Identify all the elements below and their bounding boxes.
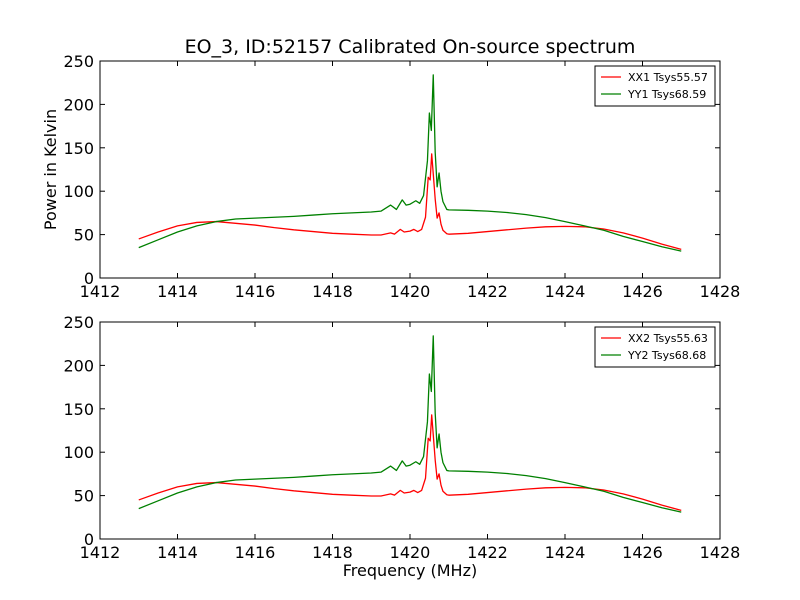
bottom-x-tick-label: 1428 <box>700 543 741 562</box>
top-legend: XX1 Tsys55.57 YY1 Tsys68.59 <box>594 65 716 107</box>
top-x-tick-label: 1426 <box>622 282 663 301</box>
bottom-y-tick-label: 250 <box>63 313 94 332</box>
bottom-y-tick-label: 100 <box>63 443 94 462</box>
panels: 1412 1414 1416 1418 1420 1422 1424 1426 1428 0 50 1… <box>41 52 740 580</box>
figure-title: EO_3, ID:52157 Calibrated On-source spec… <box>185 36 636 58</box>
bottom-x-tick-label: 1420 <box>390 543 431 562</box>
bottom-x-tick-label: 1412 <box>80 543 121 562</box>
top-y-tick-label: 150 <box>63 139 94 158</box>
top-x-tick-label: 1412 <box>80 282 121 301</box>
top-y-tick-label: 50 <box>74 226 94 245</box>
bottom-legend-box <box>594 326 716 368</box>
top-legend-label-1: XX1 Tsys55.57 <box>628 71 708 84</box>
bottom-x-tick-label: 1426 <box>622 543 663 562</box>
bottom-legend: XX2 Tsys55.63 YY2 Tsys68.68 <box>594 326 716 368</box>
top-x-tick-label: 1428 <box>700 282 741 301</box>
top-x-tick-label: 1418 <box>312 282 353 301</box>
bottom-series-line-1 <box>138 414 682 511</box>
top-y-tick-label: 100 <box>63 182 94 201</box>
top-x-tick-label: 1424 <box>545 282 586 301</box>
bottom-y-tick-label: 200 <box>63 356 94 375</box>
bottom-x-tick-label: 1416 <box>235 543 276 562</box>
bottom-y-tick-label: 150 <box>63 400 94 419</box>
bottom-y-tick-label: 0 <box>84 530 94 549</box>
top-y-tick-label: 250 <box>63 52 94 71</box>
top-x-tick-label: 1414 <box>157 282 198 301</box>
top-series-line-1 <box>138 153 682 250</box>
top-y-axis-title: Power in Kelvin <box>41 109 60 230</box>
bottom-x-tick-label: 1414 <box>157 543 198 562</box>
bottom-legend-label-1: XX2 Tsys55.63 <box>628 332 708 345</box>
top-panel: 1412 1414 1416 1418 1420 1422 1424 1426 1428 0 50 1… <box>41 52 740 301</box>
bottom-x-tick-label: 1422 <box>467 543 508 562</box>
bottom-x-tick-label: 1418 <box>312 543 353 562</box>
bottom-x-tick-label: 1424 <box>545 543 586 562</box>
top-legend-label-2: YY1 Tsys68.59 <box>627 88 706 101</box>
bottom-y-tick-label: 50 <box>74 487 94 506</box>
top-x-tick-label: 1420 <box>390 282 431 301</box>
bottom-x-axis-title: Frequency (MHz) <box>343 561 477 580</box>
top-y-tick-label: 0 <box>84 269 94 288</box>
top-legend-box <box>594 65 716 107</box>
top-y-tick-label: 200 <box>63 95 94 114</box>
top-x-tick-label: 1416 <box>235 282 276 301</box>
bottom-series-line-2 <box>138 335 682 513</box>
top-series-line-2 <box>138 74 682 252</box>
top-x-tick-label: 1422 <box>467 282 508 301</box>
bottom-legend-label-2: YY2 Tsys68.68 <box>627 349 706 362</box>
bottom-panel: 1412 1414 1416 1418 1420 1422 1424 1426 1428 0 50 1… <box>63 313 740 580</box>
